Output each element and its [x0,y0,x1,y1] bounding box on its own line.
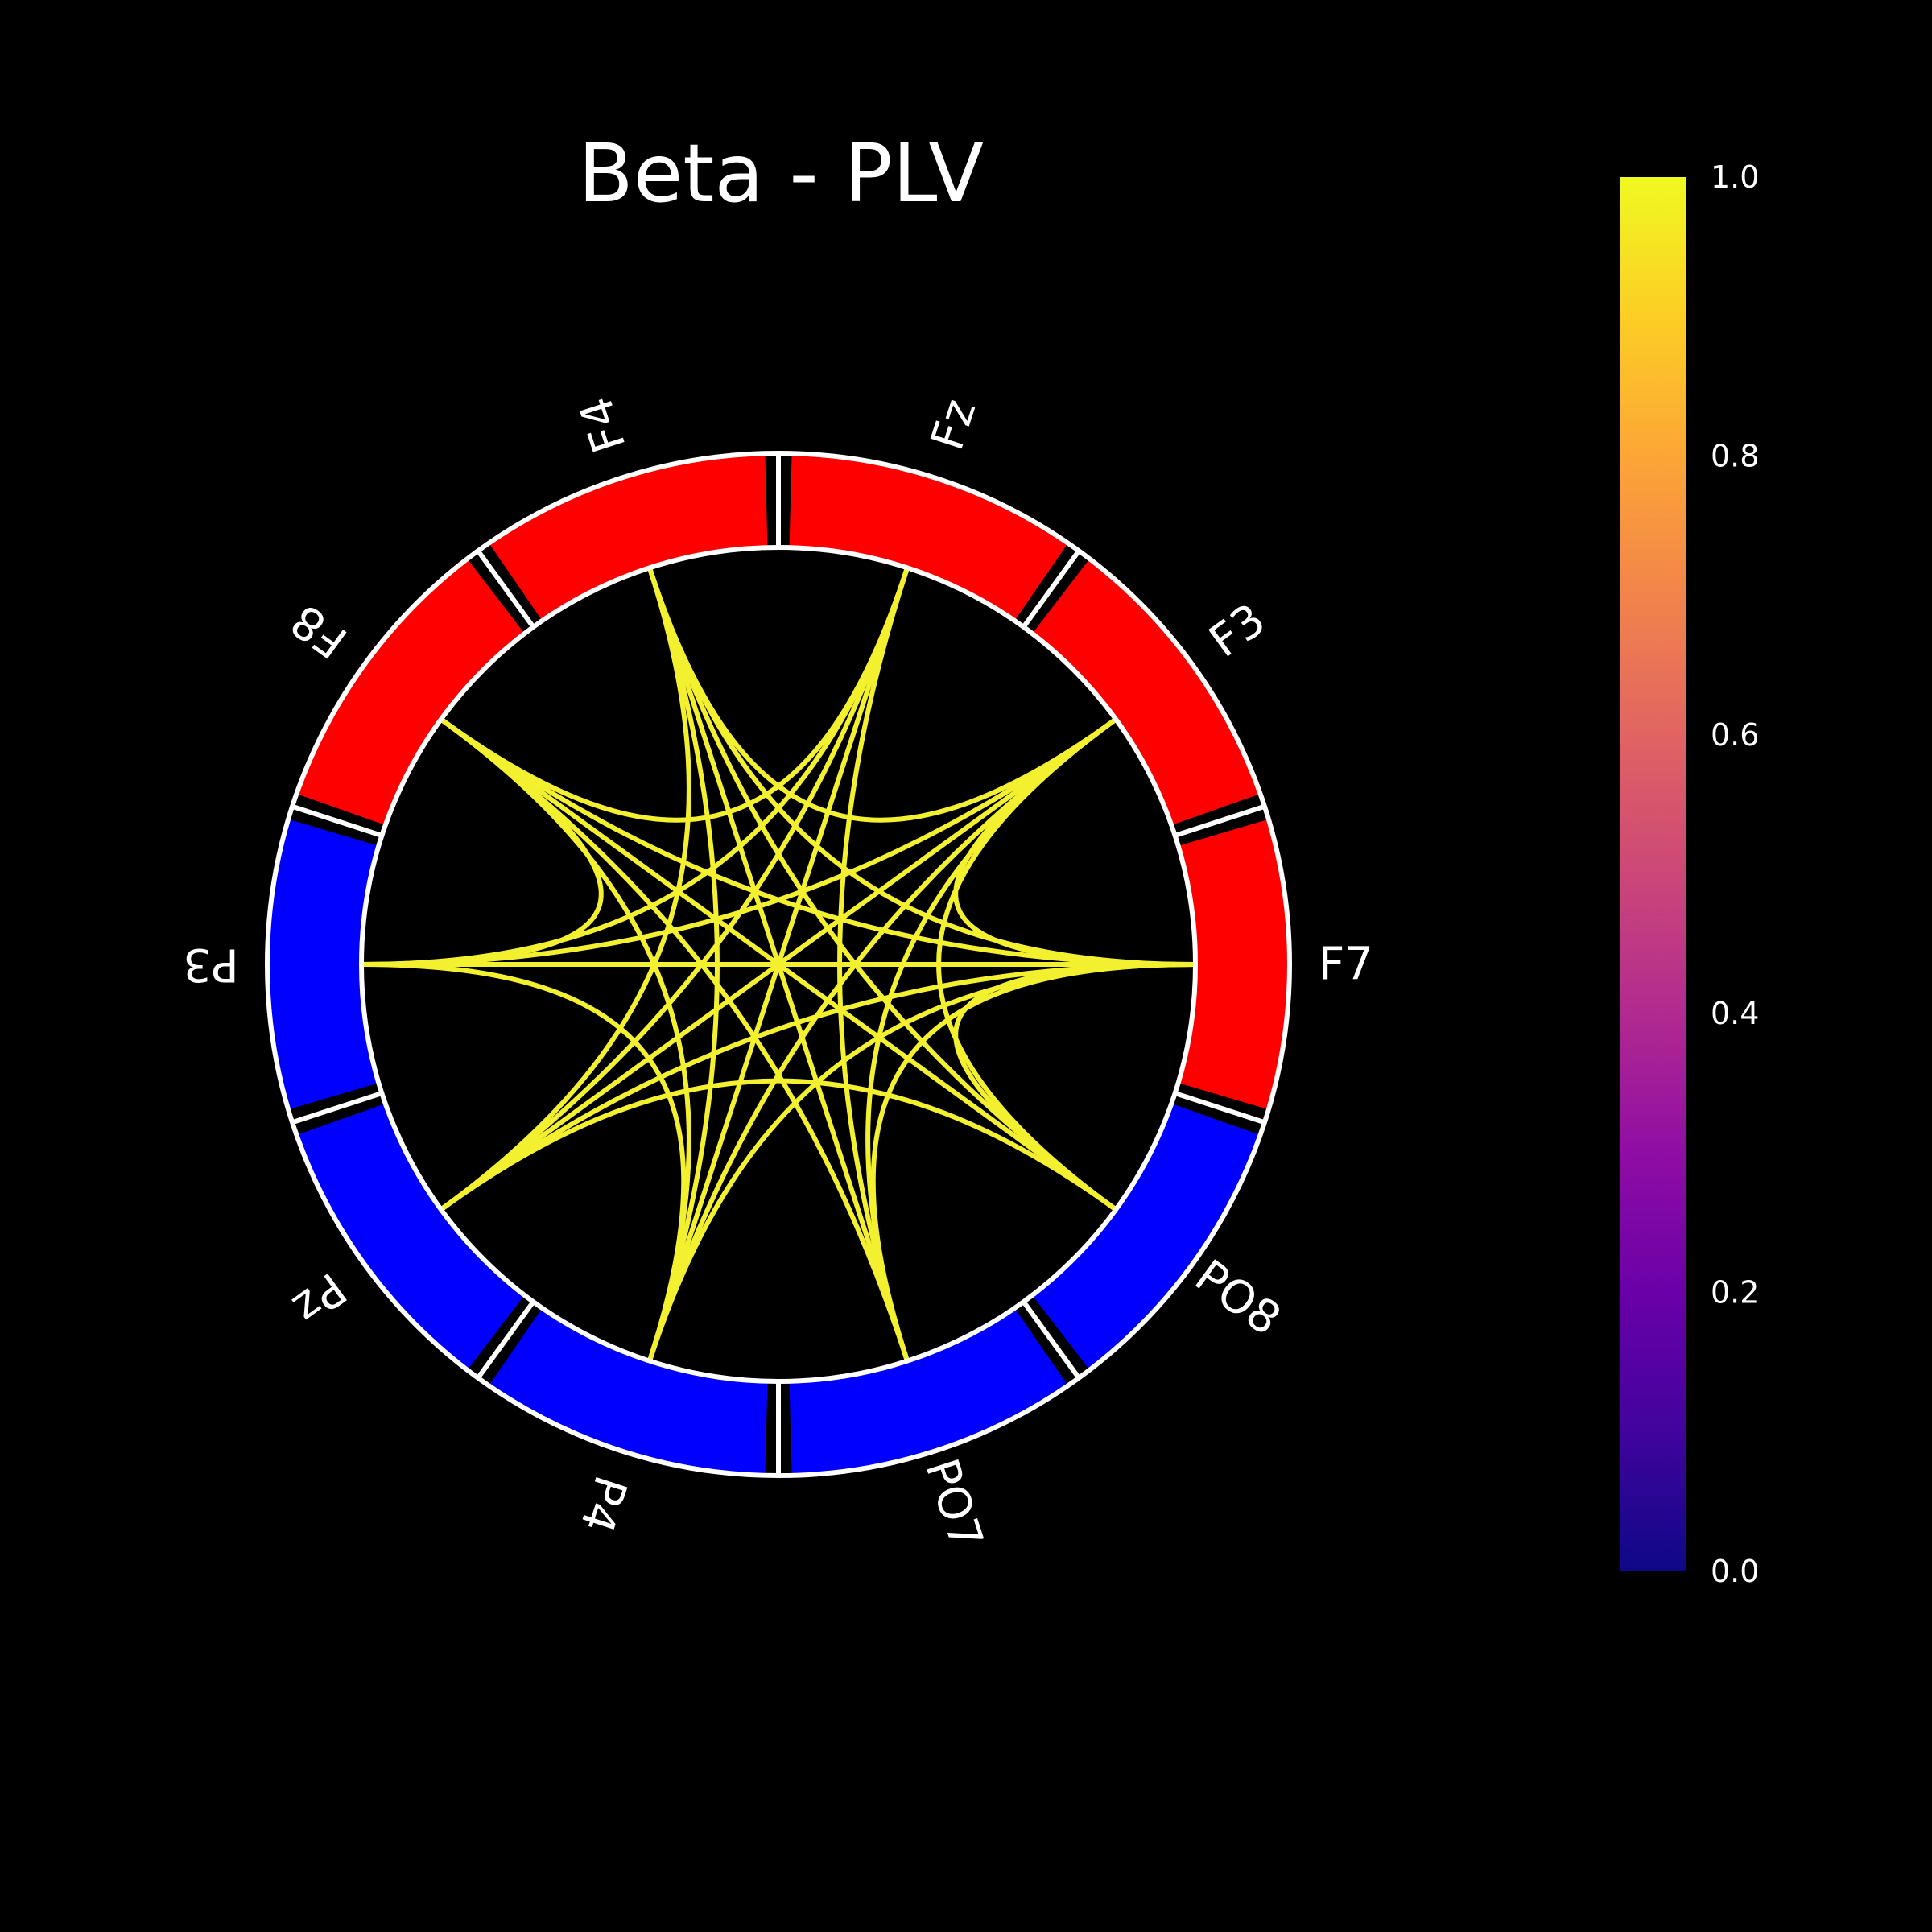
colorbar-tick-label: 0.0 [1711,1554,1759,1589]
node-segment-fz [789,455,1067,620]
node-segment-pz [298,1104,524,1369]
connection-lines [361,567,1196,1362]
connection-Pz-PO8 [440,1078,1117,1212]
connection-F4-Pz [440,567,691,1212]
ring-separator [291,803,383,838]
node-label-f7: F7 [1319,939,1373,991]
ring-separator [1174,803,1265,838]
node-segment-p4 [489,1309,768,1474]
node-segment-p3 [269,819,378,1109]
node-label-f4: F4 [570,390,637,459]
colorbar: 0.0 0.2 0.4 0.6 0.8 1.0 [1620,159,1759,1589]
node-label-f8: F8 [282,593,357,667]
node-segment-f3 [1033,559,1259,825]
colorbar-tick-label: 0.2 [1711,1275,1759,1311]
colorbar-gradient [1620,177,1686,1571]
connection-Fz-PO7 [837,567,910,1362]
ring-separator [476,549,535,629]
ring-separator [291,1091,383,1125]
colorbar-tick-label: 1.0 [1711,159,1759,195]
chart-title: Beta - PLV [578,126,984,221]
node-segment-f4 [489,455,768,620]
node-segment-po8 [1033,1104,1259,1369]
node-segment-f8 [298,559,524,825]
node-label-po7: PO7 [914,1452,993,1555]
node-label-f3: F3 [1200,593,1275,667]
ring-separator [1022,1300,1081,1380]
node-label-po8: PO8 [1185,1250,1290,1346]
node-segment-po7 [789,1309,1067,1474]
ring-separator [1174,1091,1265,1125]
connection-F8-PO7 [440,717,910,1362]
node-segment-f7 [1179,819,1288,1109]
ring-separator [1022,549,1081,629]
connection-F4-P4 [647,567,720,1362]
connection-F4-PO8 [647,567,1117,1212]
node-label-p3: P3 [183,939,238,991]
colorbar-ticks: 0.0 0.2 0.4 0.6 0.8 1.0 [1711,159,1759,1589]
node-label-pz: Pz [283,1262,355,1335]
connection-P3-P4 [361,962,687,1362]
node-label-p4: P4 [570,1469,637,1538]
node-label-fz: Fz [921,393,986,456]
colorbar-tick-label: 0.6 [1711,717,1759,753]
connection-F8-PO8 [440,717,1117,1212]
colorbar-tick-label: 0.4 [1711,996,1759,1031]
connection-F3-PO8 [936,717,1117,1212]
colorbar-tick-label: 0.8 [1711,438,1759,473]
ring-separator [476,1300,535,1380]
node-ring [265,451,1292,1478]
